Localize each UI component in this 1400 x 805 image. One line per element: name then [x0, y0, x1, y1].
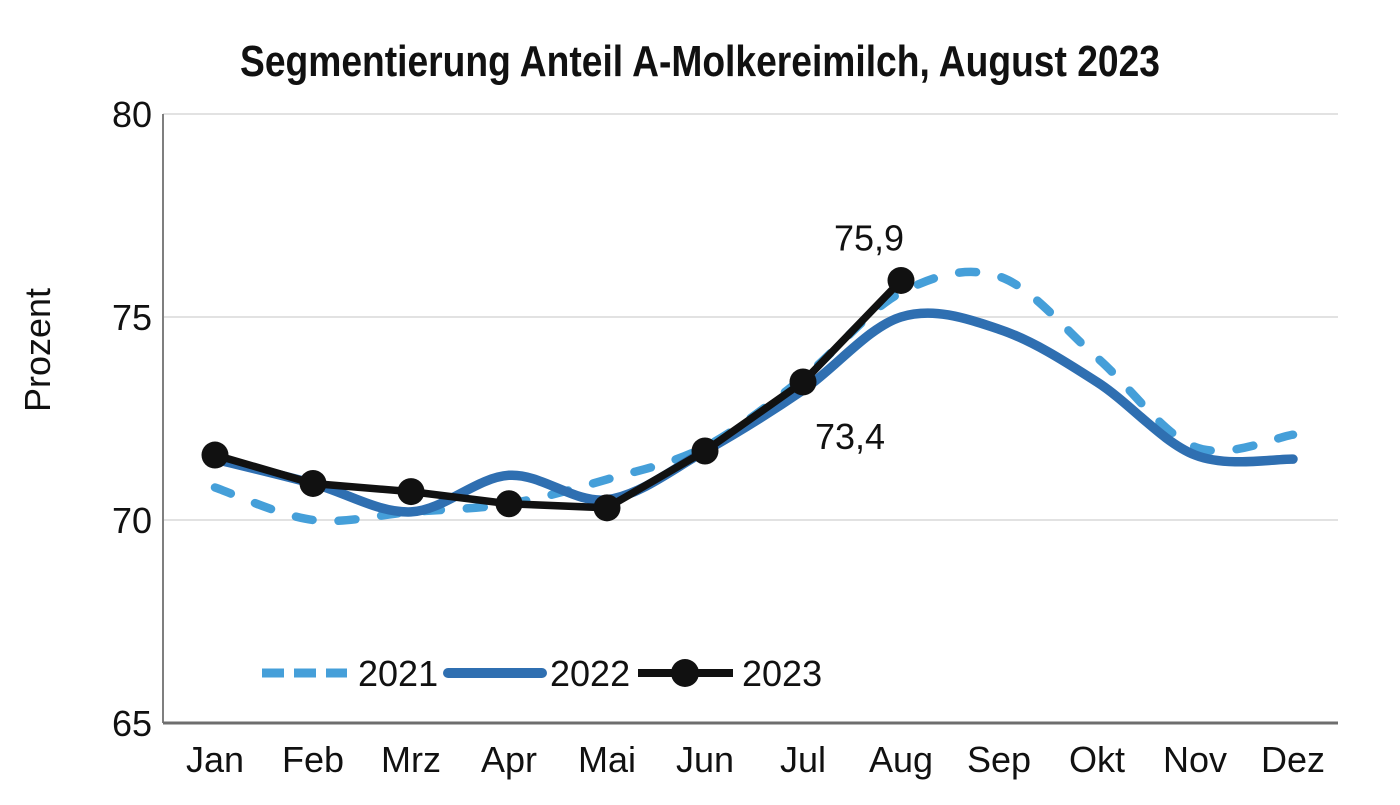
x-tick-mai: Mai	[578, 739, 636, 780]
x-tick-feb: Feb	[282, 739, 344, 780]
series-line-2023	[211, 276, 905, 512]
chart-title: Segmentierung Anteil A-Molkereimilch, Au…	[240, 37, 1160, 86]
legend-label-2023: 2023	[742, 653, 822, 694]
legend-swatch-2023-marker-dot	[671, 659, 699, 687]
legend-label-2021: 2021	[358, 653, 438, 694]
legend: 2021 2022 2023	[262, 653, 822, 694]
x-tick-aug: Aug	[869, 739, 933, 780]
data-point-2023-feb	[299, 469, 327, 497]
legend-item-2023: 2023	[638, 653, 822, 694]
data-point-2023-apr	[495, 490, 523, 518]
data-point-2023-mrz	[397, 478, 425, 506]
x-tick-okt: Okt	[1069, 739, 1125, 780]
data-point-2023-aug	[887, 266, 915, 294]
data-label-aug-2023: 75,9	[834, 218, 904, 259]
data-point-2023-jul	[789, 368, 817, 396]
series-line-2022	[210, 308, 1298, 517]
x-tick-labels: Jan Feb Mrz Apr Mai Jun Jul Aug Sep Okt …	[186, 739, 1325, 780]
data-point-2023-jan	[201, 441, 229, 469]
y-tick-labels: 80 75 70 65	[112, 94, 152, 744]
legend-item-2021: 2021	[262, 653, 438, 694]
y-tick-80: 80	[112, 94, 152, 135]
x-tick-nov: Nov	[1163, 739, 1227, 780]
y-tick-70: 70	[112, 500, 152, 541]
x-tick-sep: Sep	[967, 739, 1031, 780]
data-point-2023-jun	[691, 437, 719, 465]
data-label-jul-2023: 73,4	[815, 416, 885, 457]
x-tick-dez: Dez	[1261, 739, 1325, 780]
legend-item-2022: 2022	[443, 653, 630, 694]
series-line-2021	[210, 267, 1298, 526]
legend-label-2022: 2022	[550, 653, 630, 694]
x-tick-jun: Jun	[676, 739, 734, 780]
data-point-2023-mai	[593, 494, 621, 522]
y-tick-75: 75	[112, 297, 152, 338]
x-tick-mrz: Mrz	[381, 739, 441, 780]
y-tick-65: 65	[112, 703, 152, 744]
x-tick-jul: Jul	[780, 739, 826, 780]
x-tick-jan: Jan	[186, 739, 244, 780]
x-tick-apr: Apr	[481, 739, 537, 780]
y-axis-label: Prozent	[17, 288, 58, 412]
gridlines	[163, 113, 1338, 521]
series-layer	[201, 266, 1298, 526]
